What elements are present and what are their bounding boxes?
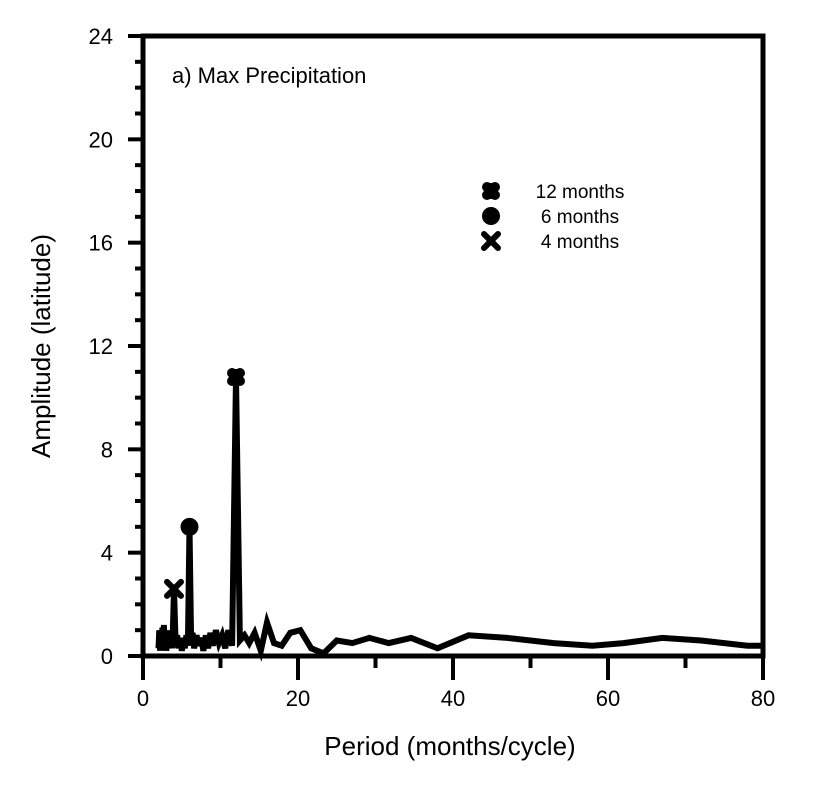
legend-label: 12 months [536, 182, 625, 203]
marker-6-months [180, 517, 199, 536]
period-markers [164, 368, 245, 599]
plot-frame [140, 33, 766, 659]
y-tick-label: 16 [89, 231, 113, 256]
legend-symbol-6-months [482, 207, 500, 225]
x-tick-label: 40 [441, 686, 465, 711]
x-tick-label: 60 [596, 686, 620, 711]
x-tick-label: 80 [751, 686, 775, 711]
series-line-spectrum [155, 376, 763, 662]
y-tick-label: 8 [101, 437, 113, 462]
y-tick-label: 12 [89, 334, 113, 359]
y-tick-label: 0 [101, 644, 113, 669]
x-tick-label: 0 [137, 686, 149, 711]
axis-tick-labels: 0 4 8 12 16 20 24 0 20 40 60 80 [89, 24, 776, 711]
x-axis-title: Period (months/cycle) [324, 731, 575, 761]
axis-ticks [128, 34, 765, 680]
legend-symbol-12-months [482, 182, 500, 200]
legend-label: 4 months [541, 232, 619, 253]
legend-label: 6 months [541, 207, 619, 228]
legend: 12 months 6 months 4 months [481, 182, 625, 253]
y-tick-label: 20 [89, 127, 113, 152]
marker-12-months [227, 368, 245, 386]
y-tick-label: 4 [101, 541, 113, 566]
legend-symbol-4-months [481, 231, 501, 251]
y-axis-title: Amplitude (latitude) [26, 234, 56, 458]
x-tick-label: 20 [286, 686, 310, 711]
marker-4-months [164, 578, 184, 599]
series-layer [155, 376, 763, 662]
y-tick-label: 24 [89, 24, 113, 49]
panel-title: a) Max Precipitation [172, 63, 366, 88]
